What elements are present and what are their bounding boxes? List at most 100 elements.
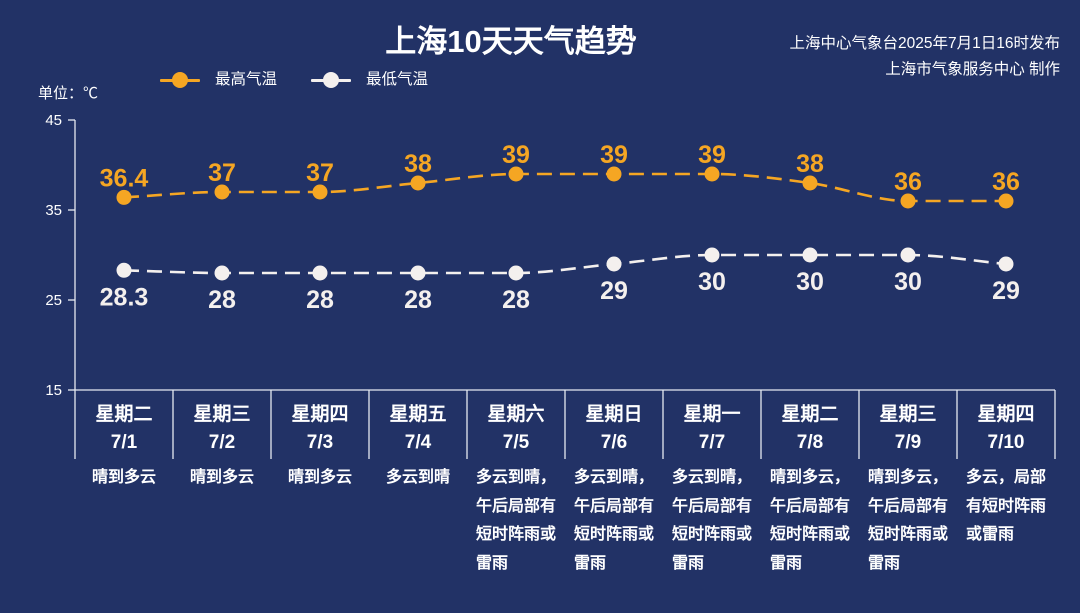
issuer-info: 上海中心气象台2025年7月1日16时发布 上海市气象服务中心 制作 bbox=[790, 31, 1060, 83]
low-temp-point bbox=[410, 265, 426, 281]
weekday-label: 星期三 bbox=[879, 404, 937, 425]
high-temp-label: 36.4 bbox=[100, 164, 149, 192]
legend-label-low: 最低气温 bbox=[366, 71, 429, 88]
high-temp-point bbox=[606, 166, 622, 182]
date-label: 7/5 bbox=[502, 432, 530, 453]
legend-marker-low bbox=[311, 70, 351, 90]
low-temp-point bbox=[704, 247, 720, 263]
day-column: 星期五 7/4 多云到晴 bbox=[369, 390, 467, 590]
date-label: 7/4 bbox=[404, 432, 432, 453]
weather-line: 午后局部有 bbox=[867, 497, 948, 515]
high-temp-point bbox=[998, 193, 1014, 209]
low-temp-point bbox=[312, 265, 328, 281]
low-temp-label: 28 bbox=[306, 286, 334, 314]
legend-label-high: 最高气温 bbox=[215, 71, 278, 88]
day-column: 星期四 7/3 晴到多云 bbox=[271, 390, 369, 590]
weather-text: 多云到晴， 午后局部有短时阵雨或雷雨 bbox=[574, 464, 654, 579]
weather-line: 短时阵雨或 bbox=[475, 526, 556, 544]
high-temp-label: 36 bbox=[992, 168, 1020, 196]
daily-forecast-table: 星期二 7/1 晴到多云 星期三 7/2 晴到多云 星期四 7/3 晴到多云 星期五 7/4 多云到晴… bbox=[75, 390, 1055, 590]
weather-line: 午后局部有 bbox=[573, 497, 654, 515]
low-temp-label: 28 bbox=[208, 286, 236, 314]
weather-text: 晴到多云 bbox=[190, 464, 254, 493]
legend-item-high: 最高气温 bbox=[160, 70, 277, 90]
high-temp-point bbox=[900, 193, 916, 209]
weekday-label: 星期三 bbox=[193, 404, 251, 425]
weather-description: 晴到多云 bbox=[75, 464, 173, 493]
legend-dot-low bbox=[323, 72, 339, 88]
weather-line: 雷雨 bbox=[573, 555, 606, 573]
low-temp-label: 30 bbox=[796, 268, 824, 296]
weather-line: 雷雨 bbox=[671, 555, 704, 573]
low-temp-line bbox=[123, 253, 1007, 275]
weekday-label: 星期四 bbox=[291, 404, 349, 425]
day-column: 星期四 7/10 多云，局部 有短时阵雨 或雷雨 bbox=[957, 390, 1055, 590]
high-temp-label: 39 bbox=[502, 141, 530, 169]
day-column: 星期日 7/6 多云到晴， 午后局部有 短时阵雨或 雷雨 bbox=[565, 390, 663, 590]
weekday-label: 星期一 bbox=[683, 404, 741, 425]
weather-description: 多云到晴 bbox=[369, 464, 467, 493]
date-label: 7/1 bbox=[110, 432, 138, 453]
weather-text: 晴到多云， 午后局部有 短时阵雨或 雷雨 bbox=[770, 464, 850, 579]
weather-line: 多云到晴， bbox=[671, 469, 752, 486]
legend-marker-high bbox=[160, 70, 200, 90]
high-temp-point bbox=[410, 175, 426, 191]
high-temp-point bbox=[312, 184, 328, 200]
weather-line: 午后局部有 bbox=[475, 497, 556, 515]
weather-line: 午后局部有 bbox=[671, 497, 752, 515]
weather-text: 晴到多云 bbox=[288, 464, 352, 493]
high-temp-point bbox=[802, 175, 818, 191]
low-temp-point bbox=[214, 265, 230, 281]
axes: 45 35 25 15 bbox=[45, 112, 1056, 459]
weather-line: 多云到晴， bbox=[475, 469, 556, 486]
high-temp-point bbox=[704, 166, 720, 182]
date-label: 7/3 bbox=[306, 432, 334, 453]
y-tick-label: 15 bbox=[45, 382, 62, 399]
weather-line: 晴到多云 bbox=[189, 469, 254, 486]
weather-description: 多云到晴， 午后局部有 短时阵雨或 雷雨 bbox=[663, 464, 761, 579]
high-temp-label: 36 bbox=[894, 168, 922, 196]
high-temp-line bbox=[123, 172, 1006, 203]
date-label: 7/8 bbox=[796, 432, 824, 453]
low-temp-point bbox=[998, 256, 1014, 272]
high-temp-label: 37 bbox=[208, 159, 236, 187]
weekday-label: 星期五 bbox=[389, 404, 447, 425]
legend-item-low: 最低气温 bbox=[311, 70, 428, 90]
page-title: 上海10天天气趋势 bbox=[385, 24, 637, 59]
weather-line: 雷雨 bbox=[475, 555, 508, 573]
day-column: 星期六 7/5 多云到晴， 午后局部有短时阵雨或雷雨 bbox=[467, 390, 565, 590]
y-axis-unit: 单位：℃ bbox=[38, 85, 99, 102]
low-temp-point bbox=[802, 247, 818, 263]
weekday-label: 星期六 bbox=[487, 404, 545, 425]
low-temp-label: 29 bbox=[600, 277, 628, 305]
high-temp-label: 39 bbox=[600, 141, 628, 169]
weather-line: 晴到多云 bbox=[91, 469, 156, 486]
weather-line: 多云，局部 bbox=[965, 469, 1046, 486]
weather-text: 多云，局部有短时阵雨或雷雨 bbox=[966, 464, 1046, 550]
weather-description: 多云到晴， 午后局部有短时阵雨或雷雨 bbox=[565, 464, 663, 579]
date-label: 7/7 bbox=[698, 432, 726, 453]
weather-line: 晴到多云， bbox=[769, 469, 850, 486]
weather-line: 或雷雨 bbox=[965, 526, 1014, 544]
day-column: 星期二 7/8 晴到多云， 午后局部有 短时阵雨或 雷雨 bbox=[761, 390, 859, 590]
y-tick-label: 25 bbox=[45, 292, 62, 309]
weather-description: 晴到多云， 午后局部有 短时阵雨或 雷雨 bbox=[761, 464, 859, 579]
weather-line: 短时阵雨或 bbox=[573, 526, 654, 544]
high-temp-label: 38 bbox=[796, 150, 824, 178]
low-temp-label: 30 bbox=[894, 268, 922, 296]
day-column: 星期一 7/7 多云到晴， 午后局部有 短时阵雨或 雷雨 bbox=[663, 390, 761, 590]
weather-text: 多云到晴， 午后局部有 短时阵雨或 雷雨 bbox=[672, 464, 752, 579]
high-temp-label: 37 bbox=[306, 159, 334, 187]
y-tick-label: 45 bbox=[45, 112, 62, 129]
weather-text: 多云到晴 bbox=[386, 464, 450, 493]
weather-line: 多云到晴， bbox=[573, 469, 654, 486]
weather-text: 晴到多云， 午后局部有 短时阵雨或 雷雨 bbox=[868, 464, 948, 579]
weekday-label: 星期四 bbox=[977, 404, 1035, 425]
weather-line: 有短时阵雨 bbox=[965, 497, 1046, 515]
high-temp-point bbox=[214, 184, 230, 200]
weather-line: 多云到晴 bbox=[385, 469, 450, 486]
weather-description: 晴到多云 bbox=[271, 464, 369, 493]
low-temp-point bbox=[508, 265, 524, 281]
weather-description: 多云到晴， 午后局部有短时阵雨或雷雨 bbox=[467, 464, 565, 579]
